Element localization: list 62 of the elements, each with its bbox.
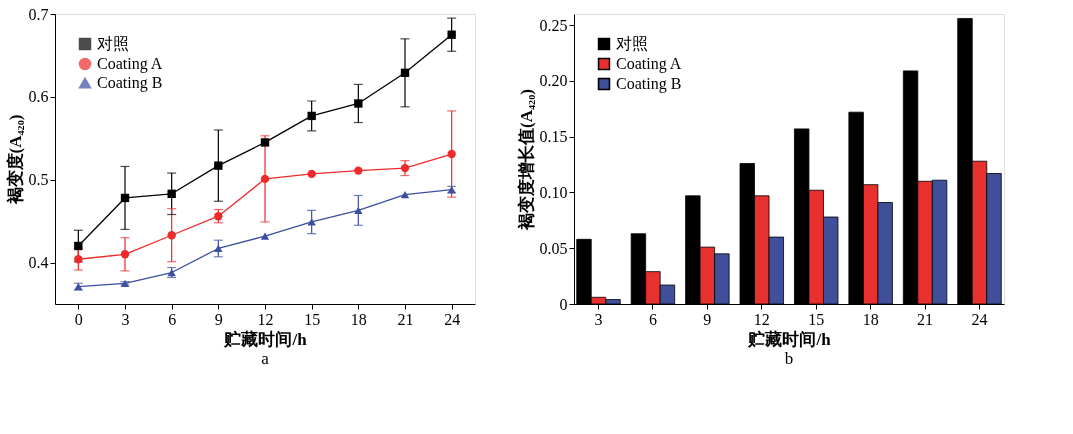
x-tick-label: 18 — [350, 310, 367, 328]
y-axis-title: 褐变度增长值(A₄₂₀) — [516, 89, 536, 231]
y-tick-label: 0.15 — [539, 128, 568, 146]
point — [354, 206, 363, 214]
x-tick-label: 0 — [74, 310, 83, 328]
x-axis-title: 贮藏时间/h — [223, 329, 308, 349]
point — [74, 255, 83, 264]
legend-label: 对照 — [616, 35, 648, 52]
legend-label: Coating B — [97, 74, 163, 92]
point — [400, 68, 410, 78]
point — [74, 241, 83, 251]
y-tick-label: 0.6 — [28, 88, 49, 106]
point — [120, 250, 130, 259]
x-tick-label: 6 — [168, 310, 177, 328]
x-tick-label: 15 — [304, 310, 321, 328]
point — [307, 111, 316, 121]
point — [447, 30, 456, 39]
x-tick-label: 9 — [703, 310, 712, 328]
point — [120, 193, 130, 203]
x-tick-label: 12 — [257, 310, 274, 328]
point — [447, 149, 456, 159]
x-tick-label: 3 — [594, 310, 603, 328]
point — [400, 163, 410, 173]
x-tick-label: 21 — [397, 310, 414, 328]
y-tick-label: 0.20 — [539, 72, 568, 90]
x-tick-label: 24 — [444, 310, 461, 328]
legend-label: Coating B — [616, 75, 682, 93]
x-axis-title: 贮藏时间/h — [747, 329, 832, 349]
legend-label: 对照 — [97, 35, 129, 52]
point — [214, 212, 223, 221]
y-tick-label: 0 — [559, 295, 568, 313]
x-tick-label: 3 — [121, 310, 130, 328]
point — [167, 231, 176, 240]
point — [354, 99, 363, 108]
point — [307, 218, 316, 226]
x-tick-label: 21 — [917, 310, 934, 328]
legend-label: Coating A — [616, 55, 682, 73]
point — [167, 189, 176, 198]
y-tick-label: 0.10 — [539, 183, 568, 201]
text: a — [261, 349, 270, 368]
y-tick-label: 0.25 — [539, 16, 568, 34]
y-tick-label: 0.7 — [28, 5, 49, 23]
x-tick-label: 12 — [753, 310, 770, 328]
point — [260, 138, 270, 147]
x-tick-label: 6 — [648, 310, 657, 328]
point — [214, 161, 223, 170]
legend-label: Coating A — [97, 55, 163, 73]
y-tick-label: 0.05 — [539, 239, 568, 257]
x-tick-label: 18 — [862, 310, 879, 328]
point — [307, 169, 316, 179]
text: b — [784, 349, 794, 368]
y-axis-title: 褐变度(A₄₂₀) — [5, 114, 25, 206]
x-tick-label: 9 — [214, 310, 223, 328]
y-tick-label: 0.5 — [28, 171, 49, 189]
x-tick-label: 15 — [808, 310, 825, 328]
point — [354, 166, 363, 175]
point — [400, 191, 410, 199]
point — [214, 244, 223, 253]
point — [260, 174, 270, 184]
y-tick-label: 0.4 — [28, 254, 49, 272]
x-tick-label: 24 — [971, 310, 988, 328]
point — [260, 232, 270, 240]
